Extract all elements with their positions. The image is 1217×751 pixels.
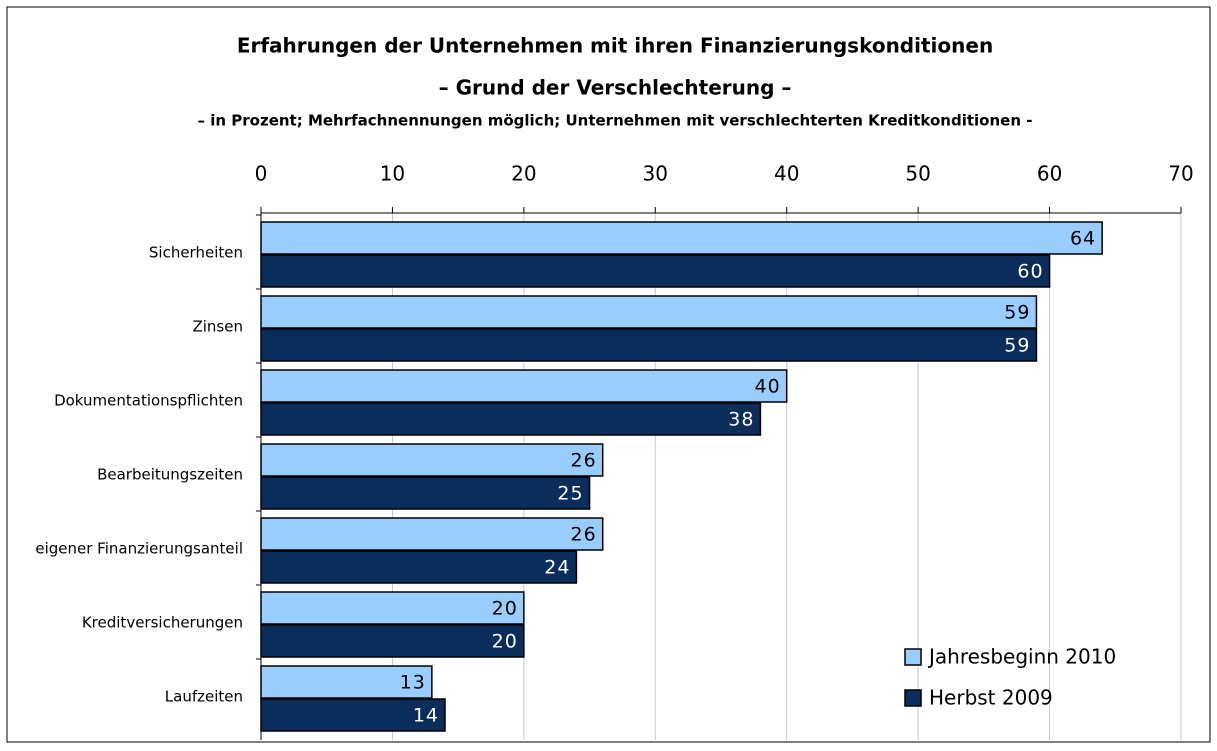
- bar: [260, 476, 591, 510]
- bar: [260, 369, 788, 403]
- bar: [260, 443, 604, 477]
- bar: [260, 591, 525, 625]
- data-label: 26: [571, 524, 597, 546]
- y-tick-label: Dokumentationspflichten: [54, 392, 243, 410]
- y-tick-label: eigener Finanzierungsanteil: [35, 540, 243, 558]
- chart-title: Erfahrungen der Unternehmen mit ihren Fi…: [237, 34, 993, 58]
- data-label: 26: [571, 450, 597, 472]
- bar: [260, 295, 1038, 329]
- x-tick-label: 40: [774, 162, 799, 186]
- data-label: 59: [1004, 335, 1030, 357]
- chart-title: – Grund der Verschlechterung –: [439, 76, 792, 100]
- legend-label: Herbst 2009: [929, 686, 1053, 710]
- data-label: 24: [544, 557, 570, 579]
- bar: [260, 698, 446, 732]
- x-tick-label: 50: [905, 162, 930, 186]
- data-label: 14: [413, 705, 439, 727]
- data-label: 59: [1004, 302, 1030, 324]
- y-tick-label: Zinsen: [192, 318, 243, 336]
- bar: [260, 254, 1051, 288]
- y-tick-label: Bearbeitungszeiten: [97, 466, 243, 484]
- x-tick-label: 60: [1037, 162, 1062, 186]
- x-tick-label: 20: [511, 162, 536, 186]
- data-label: 60: [1017, 261, 1043, 283]
- bar: [260, 550, 578, 584]
- bar: [260, 665, 433, 699]
- bar: [260, 328, 1038, 362]
- data-label: 38: [728, 409, 754, 431]
- data-label: 13: [400, 672, 426, 694]
- y-tick-label: Laufzeiten: [165, 688, 243, 706]
- data-label: 40: [755, 376, 781, 398]
- data-label: 20: [492, 598, 518, 620]
- legend-swatch: [904, 689, 922, 707]
- bar: [260, 402, 762, 436]
- bar: [260, 221, 1103, 255]
- data-label: 20: [492, 631, 518, 653]
- bar: [260, 624, 525, 658]
- y-tick-label: Kreditversicherungen: [82, 614, 243, 632]
- x-tick-label: 30: [643, 162, 668, 186]
- chart-subtitle: – in Prozent; Mehrfachnennungen möglich;…: [198, 112, 1033, 130]
- data-label: 64: [1070, 228, 1096, 250]
- x-tick-label: 0: [255, 162, 268, 186]
- legend-swatch: [904, 648, 922, 666]
- data-label: 25: [557, 483, 583, 505]
- y-tick-label: Sicherheiten: [149, 244, 243, 262]
- x-tick-label: 10: [380, 162, 405, 186]
- legend-label: Jahresbeginn 2010: [927, 645, 1116, 669]
- bar: [260, 517, 604, 551]
- x-tick-label: 70: [1168, 162, 1193, 186]
